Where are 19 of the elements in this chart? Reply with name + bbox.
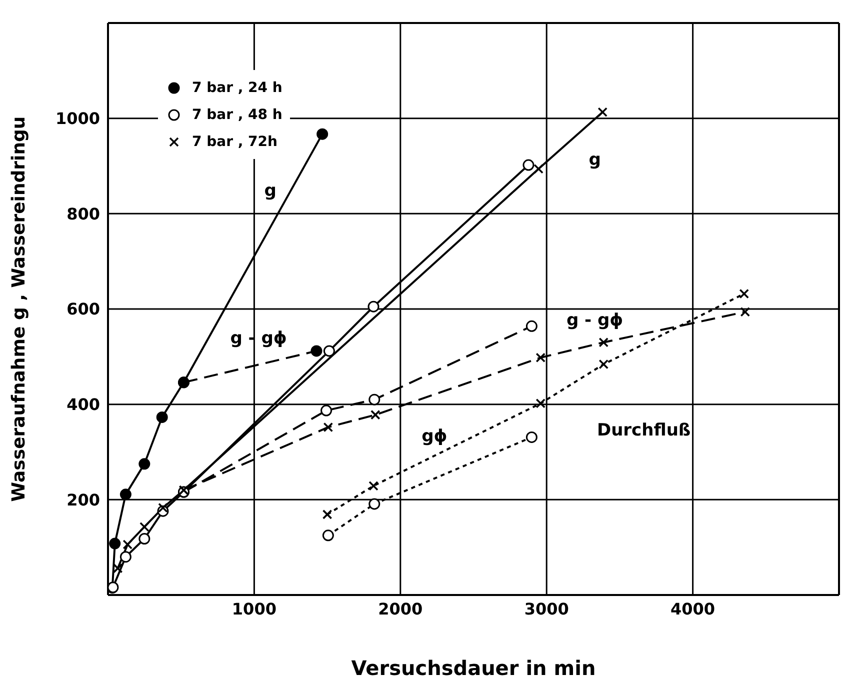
legend-label: 7 bar , 24 h bbox=[192, 80, 282, 96]
x-tick-label: 4000 bbox=[670, 599, 716, 618]
y-tick-label: 200 bbox=[66, 490, 100, 510]
x-axis-title: Versuchsdauer in min bbox=[351, 656, 596, 680]
y-tick-label: 800 bbox=[66, 204, 100, 224]
annotation: g - gϕ bbox=[566, 310, 624, 331]
x-tick-label: 2000 bbox=[378, 599, 423, 618]
legend-label: 7 bar , 48 h bbox=[192, 106, 282, 122]
y-axis-title: Wasseraufnahme g , Wassereindringu bbox=[8, 116, 30, 502]
annotation: g bbox=[264, 180, 276, 201]
legend-label: 7 bar , 72h bbox=[192, 134, 278, 150]
x-tick-label: 1000 bbox=[232, 599, 276, 618]
annotation: g bbox=[588, 150, 601, 170]
x-tick-label: 3000 bbox=[524, 599, 569, 618]
y-tick-label: 600 bbox=[66, 300, 100, 319]
y-tick-label: 400 bbox=[66, 395, 100, 414]
annotation: Durchfluß bbox=[596, 420, 691, 441]
y-tick-label: 1000 bbox=[55, 109, 100, 128]
annotation: gϕ bbox=[422, 426, 448, 446]
